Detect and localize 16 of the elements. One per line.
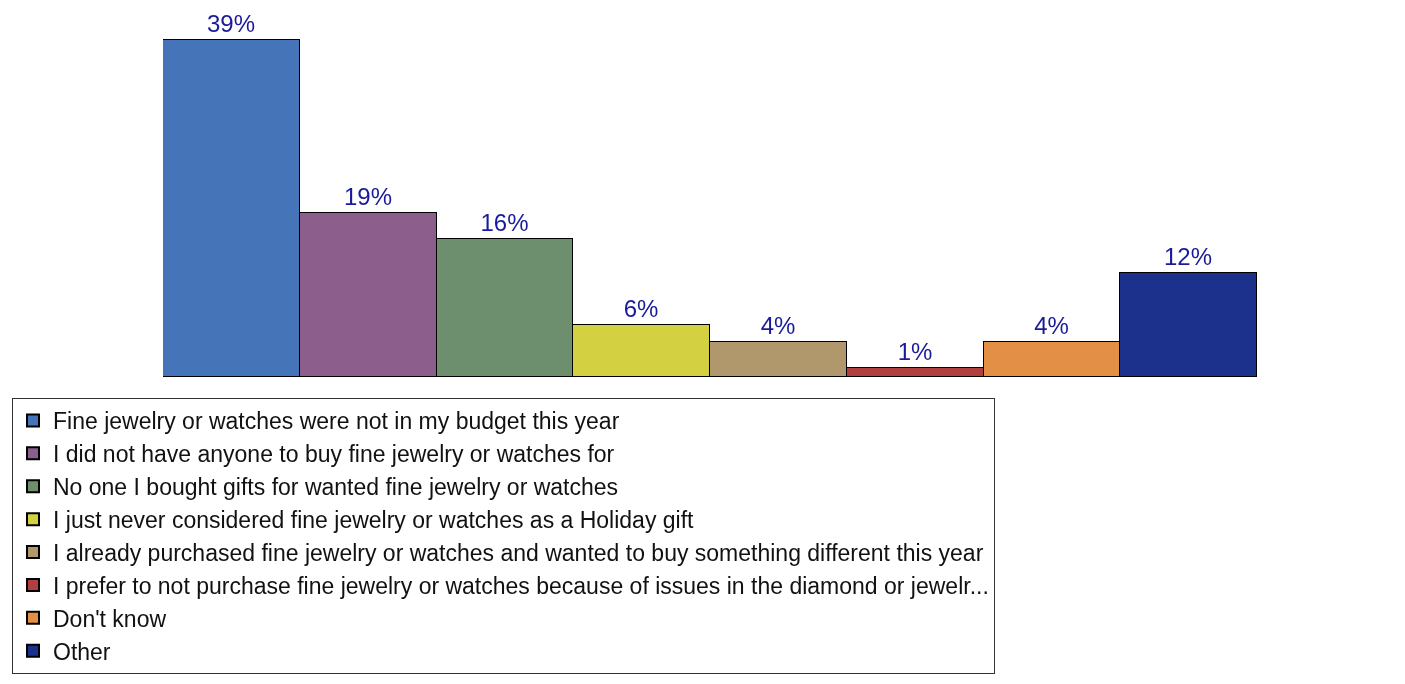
- legend-label: Fine jewelry or watches were not in my budget this year: [53, 408, 620, 435]
- data-label: 4%: [1034, 311, 1069, 339]
- data-label: 19%: [343, 182, 393, 210]
- data-label: 39%: [206, 9, 256, 37]
- legend-label: Don't know: [53, 605, 167, 632]
- data-label: 12%: [1163, 242, 1213, 270]
- data-label: 1%: [897, 337, 933, 365]
- legend-label: Other: [53, 638, 111, 665]
- data-label: 16%: [480, 208, 529, 236]
- legend-label: I prefer to not purchase fine jewelry or watches because of issues in the diamond or jewelr...: [53, 572, 989, 599]
- legend-label: No one I bought gifts for wanted fine jewelry or watches: [53, 474, 619, 501]
- data-label: 6%: [623, 294, 659, 322]
- legend-label: I just never considered fine jewelry or watches as a Holiday gift: [53, 507, 695, 534]
- data-label: 4%: [760, 311, 796, 339]
- legend-label: I already purchased fine jewelry or watches and wanted to buy something different this year: [53, 540, 984, 567]
- legend-label: I did not have anyone to buy fine jewelry or watches for: [53, 441, 615, 468]
